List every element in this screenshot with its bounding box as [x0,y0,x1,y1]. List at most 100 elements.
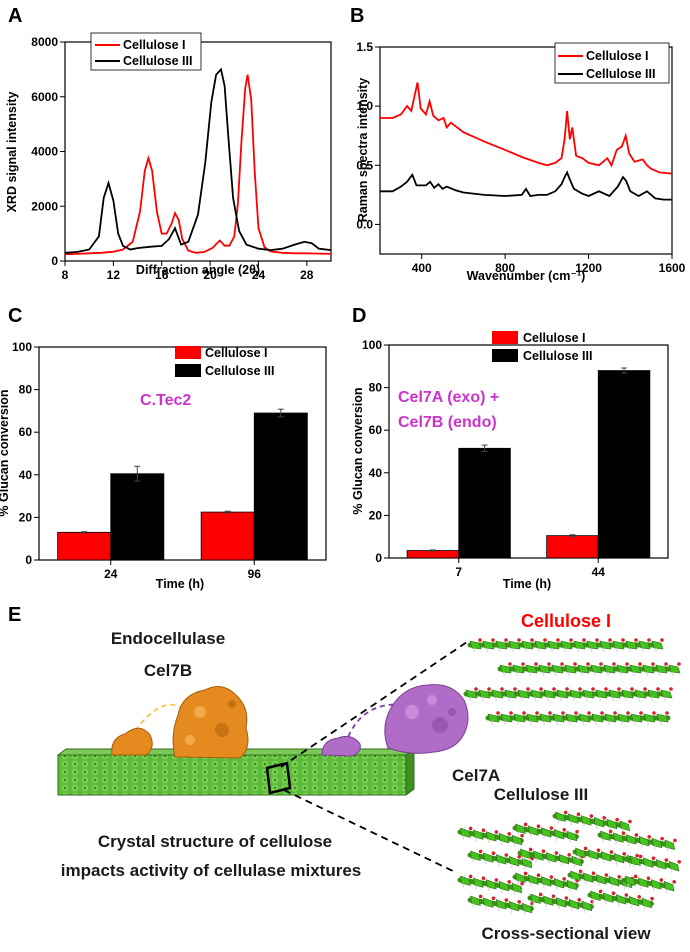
panel-b-legend-cellulose-i: Cellulose I [586,49,649,63]
cellulose-iii-structure-label: Cellulose III [494,785,588,804]
panel-a-legend-cellulose-i: Cellulose I [123,38,186,52]
panel-d-x-axis-title: Time (h) [503,577,551,591]
panel-b-x-axis-title: Wavenumber (cm⁻¹) [467,269,586,283]
panel-a-legend: Cellulose I Cellulose III [90,32,202,71]
panel-c-x-tick-label: 96 [248,567,262,581]
panel-b-y-axis-title: Raman spectra intensity [356,78,370,223]
panel-a-x-tick-label: 12 [107,268,121,282]
panel-d-error-bar [429,549,436,552]
panel-d-frame [388,344,669,559]
panel-d-legend-swatch-cellulose-i [492,331,518,344]
panel-d-legend-cellulose-i: Cellulose I [523,331,586,345]
panel-c-y-axis-title: % Glucan conversion [0,389,11,516]
cellulose-chain [572,846,639,867]
panel-c-bar-cellulose-iii-24 [110,473,165,561]
cellulose-chain [527,892,594,913]
panel-b-legend: Cellulose I Cellulose III [554,42,670,84]
panel-c-y-tick-label: 100 [12,340,32,354]
panel-b-series-cellulose-i [380,82,673,175]
panel-a-x-tick-label: 24 [252,268,266,282]
panel-c-x-axis-title: Time (h) [156,577,204,591]
panel-d-enzyme-label-line2: Cel7B (endo) [398,414,497,431]
panel-c-bar-cellulose-iii-96 [253,412,308,561]
cellulose-chain [467,849,534,870]
panel-a-x-tick-label: 20 [203,268,217,282]
panel-d-legend-cellulose-iii: Cellulose III [523,349,592,363]
panel-d-enzyme-label-line1: Cel7A (exo) + [398,389,499,406]
cel7a-label: Cel7A [452,766,500,785]
panel-label-E: E [8,604,21,626]
panel-b-frame [379,46,673,255]
panel-a-series-cellulose-iii [64,67,332,254]
panel-b-series-cellulose-iii [380,170,672,201]
panel-b-y-tick-label: 0.0 [356,217,373,231]
cellulose-chain [552,810,632,833]
cel7a-enzyme [321,684,469,757]
panel-a-x-axis-title: Diffraction angle (2θ) [136,263,260,277]
panel-d-legend: Cellulose I Cellulose III [492,331,592,363]
panel-a-y-tick-label: 2000 [31,199,58,213]
caption-line-1: Crystal structure of cellulose [98,832,332,851]
panel-c-error-bar [134,465,141,482]
panel-c-y-tick-label: 40 [19,468,33,482]
cross-section-box [265,761,292,795]
panel-c-enzyme-label: C.Tec2 [140,392,191,409]
panel-a-y-axis-title: XRD signal intensity [5,92,19,213]
panel-c-y-tick-label: 0 [25,553,32,567]
panel-b-y-tick-label: 1.5 [356,40,373,54]
cellulose-chain [517,847,584,868]
panel-a-y-tick-label: 6000 [31,90,58,104]
panel-b-x-tick-label: 1600 [659,261,686,275]
cellulose-chain [627,854,682,873]
panel-d-bar-cellulose-iii-44 [597,370,651,559]
panel-d-bar-cellulose-iii-7 [458,447,511,559]
panel-c-legend-cellulose-iii: Cellulose III [205,364,274,378]
panel-d-y-tick-label: 40 [369,466,383,480]
cellulose-chain [467,894,534,915]
zoom-line-bottom [283,789,456,873]
cel7b-label: Cel7B [144,661,192,680]
cellulose-chain [457,874,524,895]
panel-d-error-bar [569,534,576,537]
panel-c-bar-cellulose-i-24 [57,531,112,561]
panel-d-y-tick-label: 0 [375,551,382,565]
panel-b-x-tick-label: 800 [495,261,515,275]
cellulose-chain [622,874,677,893]
panel-a-y-tick-label: 8000 [31,35,58,49]
panel-a-series-cellulose-i [64,74,332,256]
cellulose-chain [463,687,673,701]
cellulose-chain [497,662,681,676]
panel-d-y-tick-label: 20 [369,508,383,522]
panel-c-error-bar [81,531,88,534]
cellulose-iii-chains [457,810,682,915]
panel-d-y-tick-label: 60 [369,423,383,437]
panel-b-x-tick-label: 400 [412,261,432,275]
cellulose-chain [457,826,524,847]
panel-c-legend-swatch-cellulose-iii [175,364,201,377]
panel-b-y-tick-label: 0.5 [356,158,373,172]
panel-a-legend-box [90,32,202,71]
panel-d-legend-swatch-cellulose-iii [492,349,518,362]
panel-a-x-tick-label: 16 [155,268,169,282]
cellulose-chain [512,871,579,892]
panel-d-error-bar [481,444,488,452]
panel-label-B: B [350,5,364,27]
panel-c-y-tick-label: 20 [19,510,33,524]
panel-d-bar-chart: 0 20 40 60 80 100 7 44 Time (h) % Glucan conve… [351,331,669,591]
cellulose-chain [597,829,677,852]
panel-d-x-tick-label: 44 [592,565,606,579]
panel-b-x-tick-label: 1200 [575,261,602,275]
cellulose-i-structure-label: Cellulose I [521,611,611,631]
panel-d-x-tick-label: 7 [455,565,462,579]
panel-c-y-tick-label: 80 [19,383,33,397]
panel-b-y-tick-label: 1.0 [356,99,373,113]
zoom-line-top [280,639,471,768]
cellulose-chain [587,889,654,910]
panel-a-y-tick-label: 4000 [31,145,58,159]
panel-c-y-tick-label: 60 [19,425,33,439]
cellulose-i-chains [463,638,681,725]
cellulose-chain [467,638,664,652]
panel-a-xrd-chart: 8 12 16 20 24 28 0 2000 4000 6000 8000 Diffractio… [5,32,332,282]
panel-c-bar-cellulose-i-96 [200,511,255,561]
